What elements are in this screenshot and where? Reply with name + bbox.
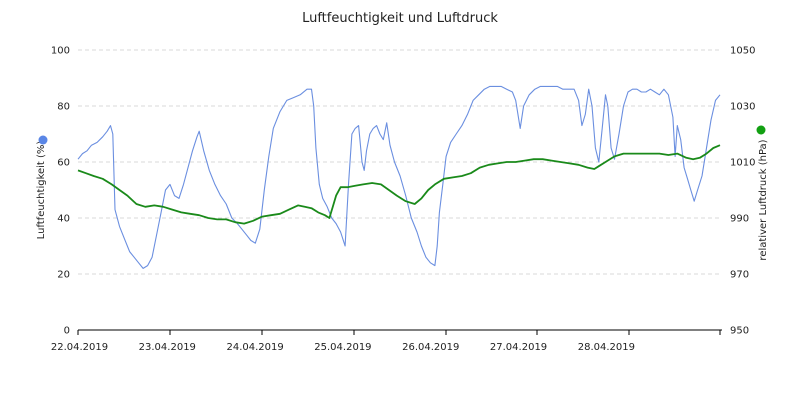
x-tick-label: 28.04.2019 [578, 342, 635, 353]
left-tick-label: 0 [64, 326, 70, 337]
x-tick-label: 22.04.2019 [51, 342, 108, 353]
left-tick-label: 20 [57, 270, 70, 281]
gridlines [78, 49, 722, 275]
left-axis-ticks: 0 20 40 60 80 100 [51, 46, 70, 337]
left-tick-label: 40 [57, 214, 70, 225]
right-tick-label: 1030 [730, 102, 755, 113]
pressure-legend-dot [756, 125, 766, 135]
x-axis-ticks: 22.04.2019 23.04.2019 24.04.2019 25.04.2019… [51, 330, 721, 353]
humidity-legend-dot [38, 135, 48, 145]
humidity-line [77, 85, 721, 269]
x-tick-label: 25.04.2019 [314, 342, 371, 353]
right-axis-title: relativer Luftdruck (hPa) [758, 139, 769, 260]
x-tick-label: 23.04.2019 [139, 342, 196, 353]
left-tick-label: 60 [57, 158, 70, 169]
x-tick-label: 26.04.2019 [402, 342, 459, 353]
chart-title: Luftfeuchtigkeit und Luftdruck [302, 11, 498, 26]
x-tick-label: 24.04.2019 [226, 342, 283, 353]
x-tick-label: 27.04.2019 [490, 342, 547, 353]
left-tick-label: 80 [57, 102, 70, 113]
pressure-line [77, 144, 721, 225]
left-axis-title: Luftfeuchtigkeit (%) [36, 141, 47, 240]
right-tick-label: 950 [730, 326, 749, 337]
right-tick-label: 990 [730, 214, 749, 225]
right-axis-ticks: 950 970 990 1010 1030 1050 [730, 46, 755, 337]
right-tick-label: 1050 [730, 46, 755, 57]
left-tick-label: 100 [51, 46, 70, 57]
series-layer [77, 85, 721, 269]
right-tick-label: 1010 [730, 158, 755, 169]
right-tick-label: 970 [730, 270, 749, 281]
